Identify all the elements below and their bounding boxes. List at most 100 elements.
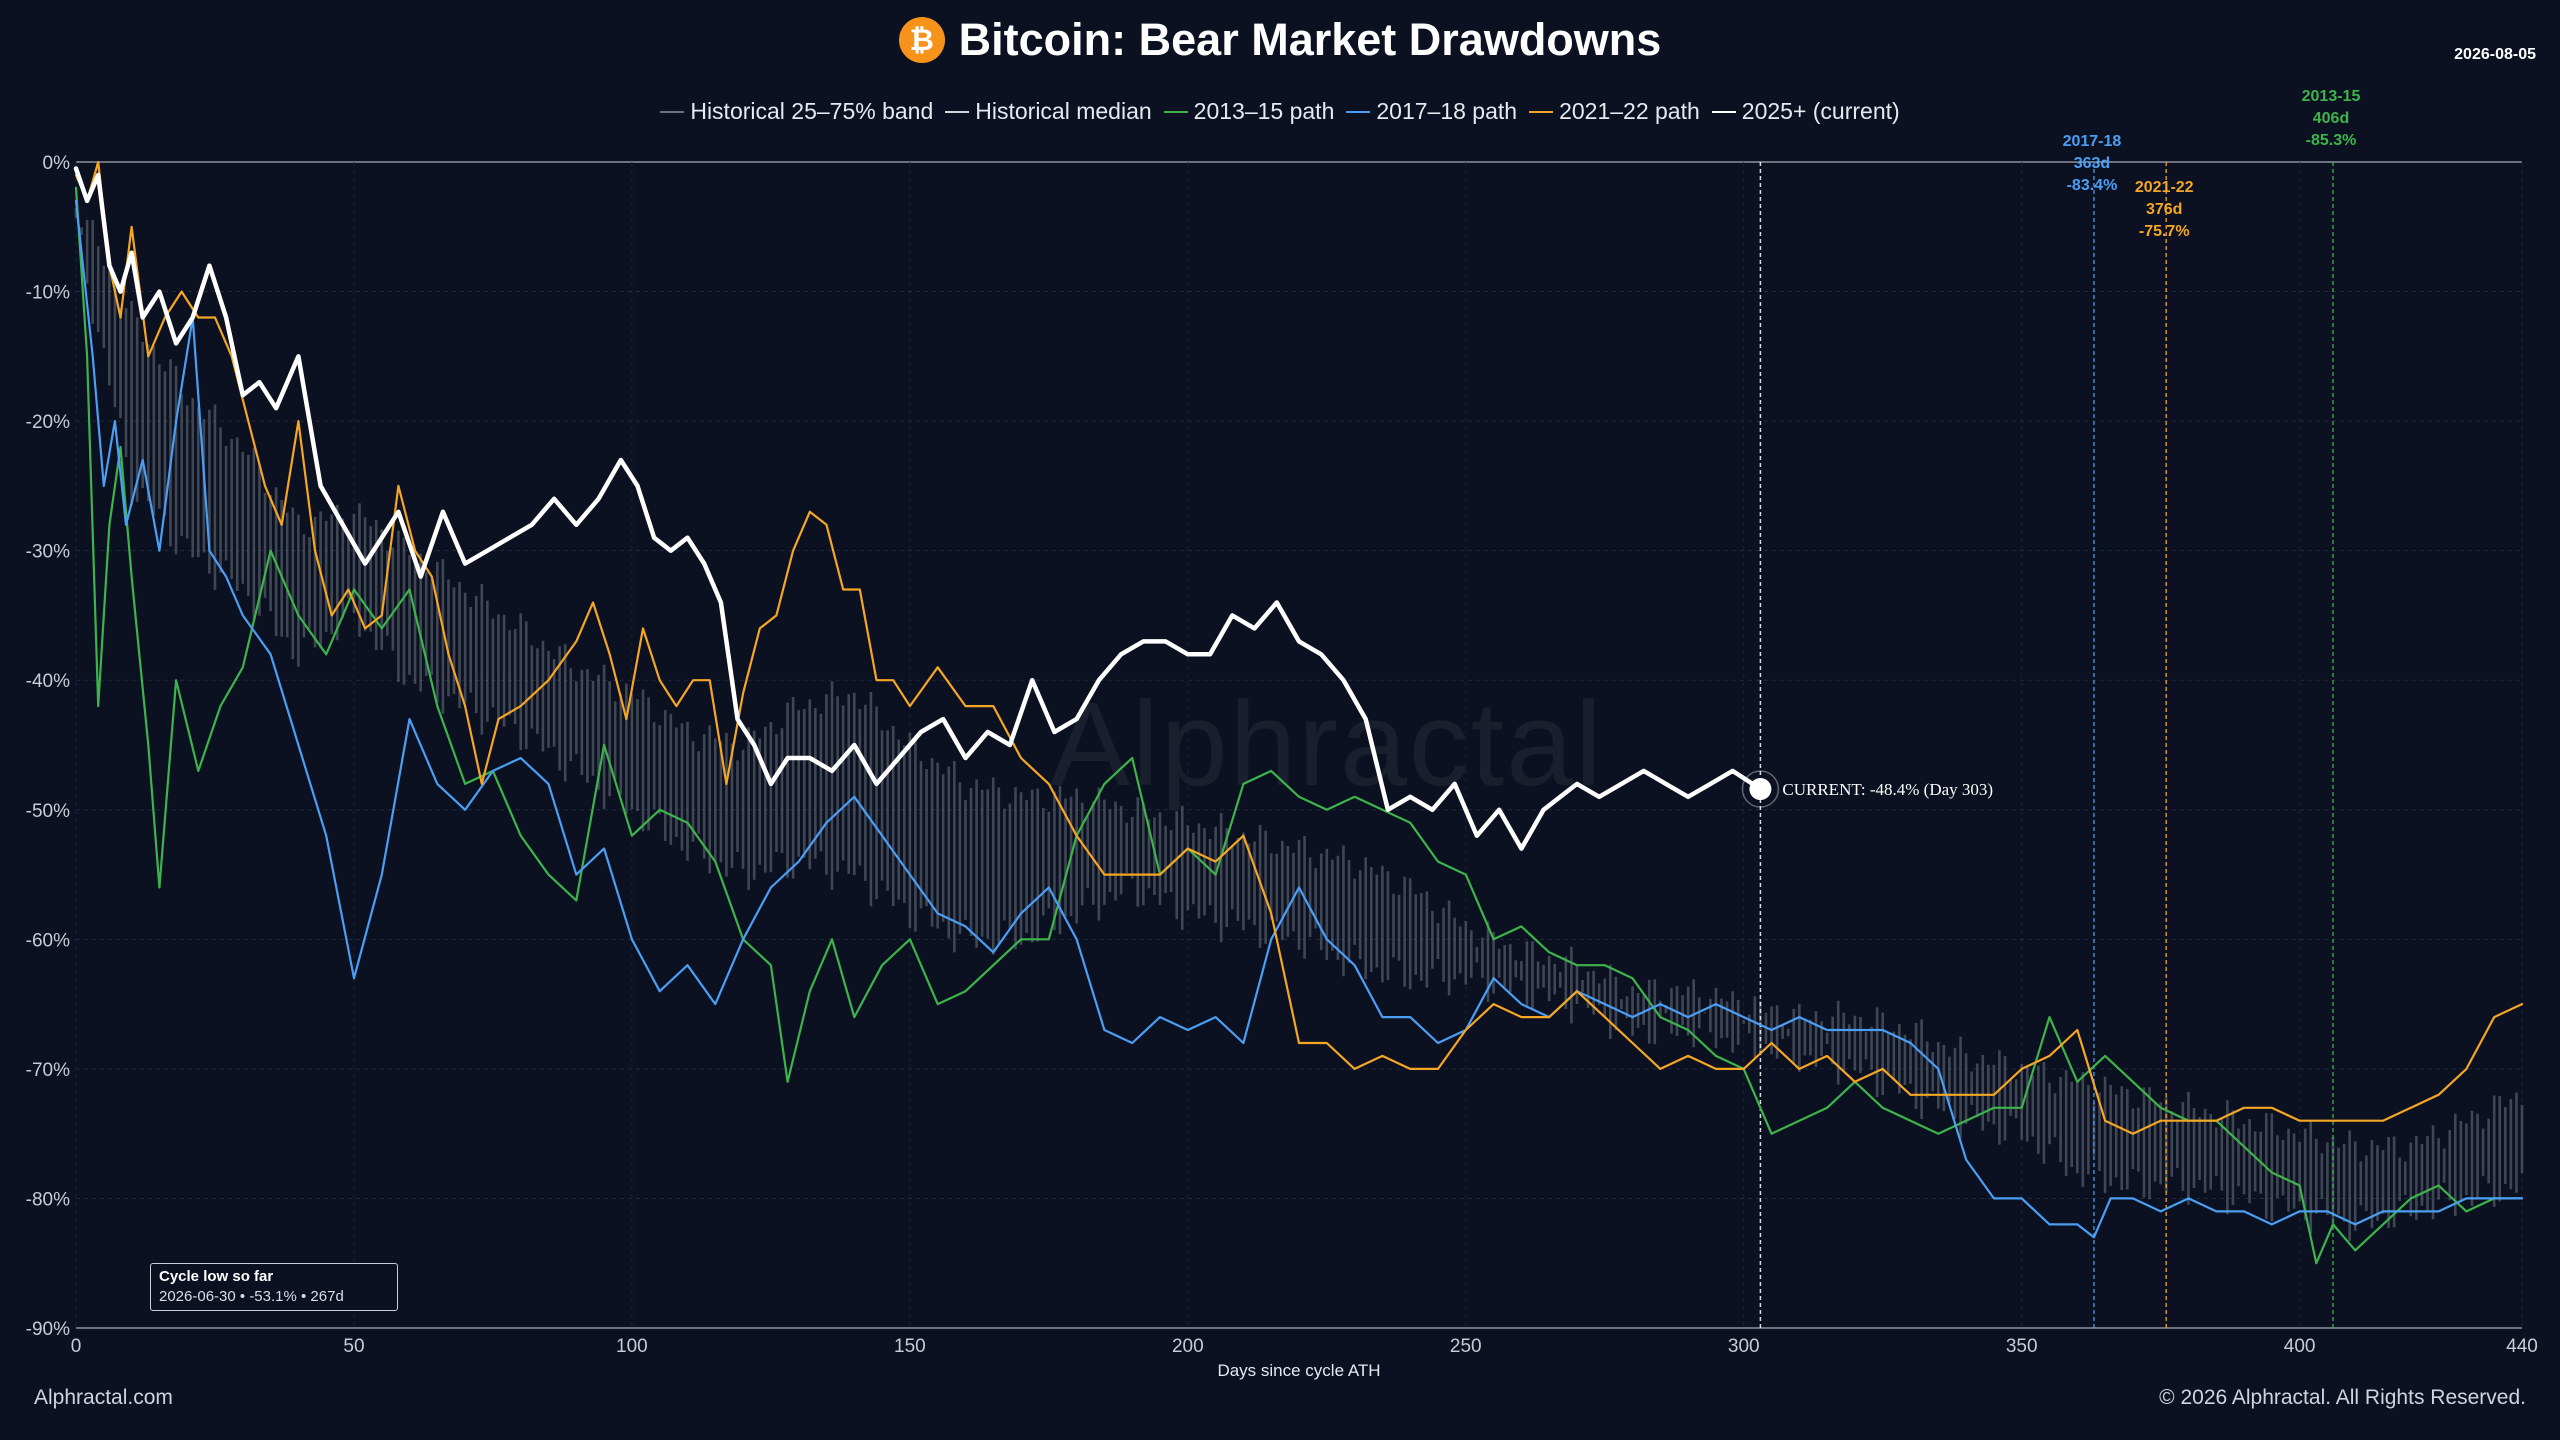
- band-bar: [1825, 1032, 1829, 1044]
- band-bar: [2453, 1113, 2457, 1216]
- band-bar: [1030, 789, 1034, 943]
- band-bar: [953, 760, 956, 953]
- band-bar: [402, 537, 406, 685]
- x-tick-label: 440: [2506, 1336, 2538, 1357]
- band-bar: [1542, 964, 1545, 988]
- band-bar: [847, 693, 851, 874]
- band-bar: [1981, 1054, 1985, 1131]
- band-bar: [2126, 1089, 2129, 1190]
- band-bar: [1342, 845, 1345, 977]
- band-bar: [1481, 937, 1484, 978]
- band-bar: [158, 364, 161, 509]
- band-bar: [797, 710, 800, 857]
- band-bar: [502, 614, 506, 727]
- band-bar: [886, 730, 889, 891]
- band-bar: [675, 727, 678, 838]
- band-bar: [1164, 825, 1167, 894]
- series-line: [74, 160, 2524, 1135]
- legend-label: 2021–22 path: [1559, 98, 1700, 124]
- band-bar: [491, 618, 495, 708]
- band-bar: [497, 614, 500, 721]
- series-line: [74, 199, 2524, 1239]
- band-bar: [480, 583, 484, 735]
- band-bar: [1264, 830, 1267, 944]
- band-bar: [2131, 1108, 2135, 1170]
- band-bar: [2059, 1077, 2062, 1163]
- band-bar: [1720, 998, 1723, 1039]
- band-bar: [1386, 871, 1390, 981]
- band-bar: [997, 787, 1001, 945]
- band-bar: [1948, 1056, 1951, 1103]
- band-bar: [808, 699, 812, 870]
- band-bar: [1447, 900, 1451, 996]
- band-bar: [513, 628, 517, 725]
- band-bar: [141, 341, 145, 489]
- band-bar: [1703, 1012, 1707, 1014]
- band-bar: [369, 526, 372, 632]
- band-bar: [1008, 803, 1012, 928]
- band-bar: [1781, 1024, 1784, 1039]
- legend-item-current[interactable]: 2025+ (current): [1711, 98, 1900, 125]
- band-bar: [180, 394, 183, 537]
- band-bar: [1325, 848, 1329, 960]
- band-bar: [1620, 999, 1623, 1010]
- band-bar: [2387, 1137, 2390, 1229]
- footer-site[interactable]: Alphractal.com: [34, 1386, 173, 1409]
- legend-item-band[interactable]: Historical 25–75% band: [660, 98, 933, 125]
- band-bar: [1875, 1007, 1879, 1098]
- legend-item-2021-22[interactable]: 2021–22 path: [1529, 98, 1700, 125]
- band-bar: [1225, 828, 1229, 927]
- band-bar: [1586, 971, 1590, 1008]
- band-bar: [1414, 894, 1418, 975]
- band-bar: [1803, 1018, 1807, 1056]
- band-bar: [1125, 822, 1128, 874]
- legend-swatch: [1711, 110, 1736, 113]
- band-bar: [2075, 1081, 2079, 1174]
- band-bar: [908, 732, 912, 929]
- band-bar: [1431, 910, 1434, 969]
- band-bar: [2420, 1144, 2424, 1206]
- band-bar: [1464, 920, 1468, 985]
- band-bar: [2142, 1087, 2146, 1198]
- chart-title: Bitcoin: Bear Market Drawdowns: [958, 14, 1662, 65]
- band-bar: [2214, 1127, 2218, 1177]
- band-bar: [85, 219, 89, 284]
- legend-item-2017-18[interactable]: 2017–18 path: [1346, 98, 1517, 125]
- legend-item-median[interactable]: Historical median: [945, 98, 1152, 125]
- band-bar: [2153, 1103, 2157, 1182]
- band-bar: [324, 520, 328, 632]
- band-bar: [2209, 1113, 2212, 1190]
- band-bar: [2409, 1142, 2413, 1217]
- band-bar: [569, 668, 573, 762]
- band-bar: [291, 507, 295, 660]
- band-bar: [613, 701, 617, 779]
- band-bar: [1742, 1020, 1746, 1024]
- band-bar: [2342, 1143, 2346, 1222]
- band-bar: [1531, 941, 1534, 1011]
- band-bar: [1130, 817, 1134, 879]
- band-bar: [1736, 1000, 1740, 1046]
- band-bar: [1169, 830, 1173, 893]
- band-bar: [1275, 853, 1279, 922]
- band-bar: [1192, 832, 1195, 905]
- band-bar: [313, 516, 317, 648]
- band-bar: [1975, 1063, 1979, 1118]
- band-bar: [2014, 1079, 2018, 1119]
- band-bar: [1358, 870, 1362, 960]
- vline-label: -83.4%: [2067, 177, 2118, 194]
- band-bar: [925, 769, 928, 907]
- band-bar: [730, 743, 734, 868]
- band-bar: [1614, 976, 1618, 1031]
- legend-item-2013-15[interactable]: 2013–15 path: [1163, 98, 1334, 125]
- band-bar: [2098, 1092, 2101, 1172]
- band-bar: [869, 691, 873, 907]
- band-bar: [636, 699, 639, 812]
- band-bar: [641, 689, 645, 832]
- band-bar: [80, 227, 83, 236]
- band-bar: [2148, 1087, 2151, 1200]
- band-bar: [1247, 843, 1251, 920]
- band-bar: [2253, 1131, 2257, 1192]
- band-bar: [1364, 857, 1368, 980]
- band-bar: [1747, 1014, 1751, 1034]
